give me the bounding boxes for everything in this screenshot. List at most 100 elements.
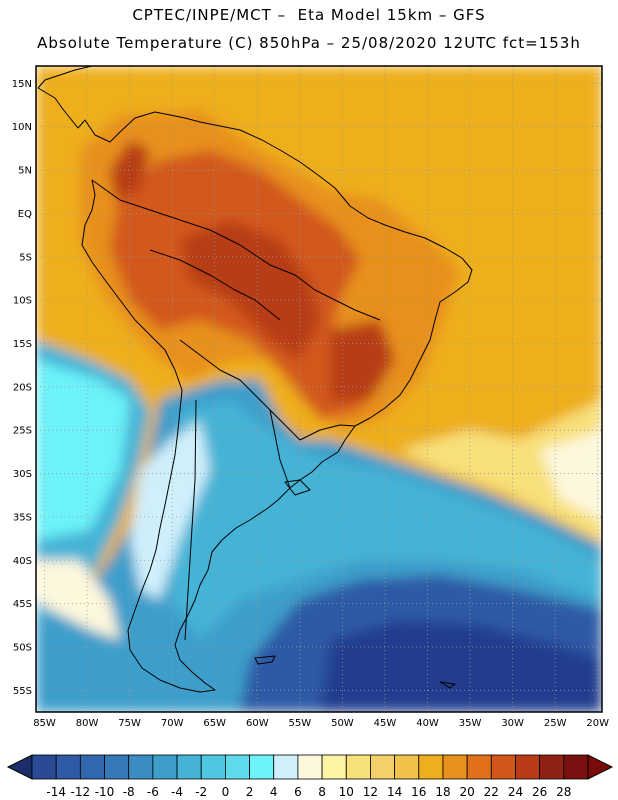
colorbar-swatch	[55, 754, 81, 780]
colorbar-tick-label: -4	[171, 785, 183, 799]
colorbar-swatch	[466, 754, 492, 780]
latitude-tick-label: 15S	[13, 339, 32, 350]
latitude-tick-label: 10S	[13, 296, 32, 307]
cream-zone-pacific	[36, 560, 120, 640]
colorbar-right-arrow	[587, 754, 614, 780]
colorbar-swatch	[345, 754, 371, 780]
latitude-tick-label: 40S	[13, 556, 32, 567]
colorbar-swatch	[418, 754, 444, 780]
title-line-1: CPTEC/INPE/MCT – Eta Model 15km – GFS	[132, 6, 486, 24]
colorbar-swatch	[249, 754, 275, 780]
colorbar-swatch	[31, 754, 57, 780]
colorbar-swatch	[490, 754, 516, 780]
colorbar-swatch	[273, 754, 299, 780]
country-border	[299, 424, 356, 441]
latitude-tick-label: 55S	[13, 686, 32, 697]
longitude-tick-label: 35W	[459, 718, 482, 729]
longitude-tick-label: 45W	[374, 718, 397, 729]
latitude-tick-label: 30S	[13, 469, 32, 480]
colorbar-tick-label: 20	[459, 785, 474, 799]
colorbar-tick-label: -12	[71, 785, 91, 799]
colorbar-tick-label: -8	[123, 785, 135, 799]
longitude-tick-label: 70W	[161, 718, 184, 729]
country-border	[149, 249, 281, 321]
colorbar-tick-label: 16	[411, 785, 426, 799]
colorbar-swatch	[200, 754, 226, 780]
colorbar-tick-label: 28	[556, 785, 571, 799]
colorbar-tick-label: 4	[270, 785, 278, 799]
longitude-tick-label: 50W	[331, 718, 354, 729]
longitude-tick-label: 75W	[118, 718, 141, 729]
colorbar-swatch	[515, 754, 541, 780]
colorbar-tick-label: 12	[363, 785, 378, 799]
latitude-tick-label: 20S	[13, 382, 32, 393]
colorbar-tick-label: 10	[339, 785, 354, 799]
latitude-tick-label: 10N	[12, 122, 32, 133]
colorbar-tick-label: 2	[246, 785, 254, 799]
longitude-tick-labels: 85W 80W 75W 70W 65W 60W 55W 50W 45W 40W 35W 30W 25W 2…	[33, 718, 609, 729]
colorbar-swatch	[297, 754, 323, 780]
colorbar-tick-label: -10	[95, 785, 115, 799]
latitude-tick-label: 35S	[13, 512, 32, 523]
colorbar-swatch	[321, 754, 347, 780]
lake-outline	[284, 479, 311, 496]
colorbar-swatch	[539, 754, 565, 780]
latitude-tick-labels: 15N 10N 5N EQ 5S 10S 15S 20S 25S 30S 35S 40S 45S 50S 5…	[12, 79, 32, 697]
longitude-tick-label: 20W	[586, 718, 609, 729]
colorbar-tick-label: 22	[484, 785, 499, 799]
colorbar-swatch	[394, 754, 420, 780]
temperature-field	[36, 66, 602, 712]
country-border	[91, 179, 381, 321]
country-border	[269, 409, 291, 489]
latitude-tick-label: 5N	[18, 166, 32, 177]
colorbar	[6, 754, 614, 780]
colorbar-tick-label: 6	[294, 785, 302, 799]
colorbar-swatch	[79, 754, 105, 780]
colorbar-tick-label: 26	[532, 785, 547, 799]
cyan-zone-south	[170, 400, 602, 640]
longitude-tick-label: 30W	[501, 718, 524, 729]
coastlines	[37, 66, 473, 693]
colorbar-tick-label: 24	[508, 785, 523, 799]
colorbar-swatch	[104, 754, 130, 780]
longitude-tick-label: 65W	[203, 718, 226, 729]
yellow-zone	[400, 400, 602, 540]
colorbar-swatch	[563, 754, 589, 780]
latitude-tick-label: EQ	[18, 209, 32, 220]
longitude-tick-label: 55W	[289, 718, 312, 729]
longitude-tick-label: 40W	[416, 718, 439, 729]
colorbar-swatch	[370, 754, 396, 780]
colorbar-tick-label: 0	[222, 785, 230, 799]
light-cyan-zone-west	[36, 360, 130, 540]
longitude-tick-label: 80W	[76, 718, 99, 729]
latitude-tick-label: 45S	[13, 599, 32, 610]
colorbar-swatch	[442, 754, 468, 780]
rust-zone-east	[330, 320, 395, 400]
map-frame	[35, 65, 603, 713]
latitude-tick-label: 15N	[12, 79, 32, 90]
colorbar-swatch	[152, 754, 178, 780]
pale-zone-andes	[130, 420, 210, 600]
longitude-tick-label: 60W	[246, 718, 269, 729]
colorbar-labels: -14 -12 -10 -8 -6 -4 -2 0 2 4 6 8 10 12 14 16 18 20 22 24 26…	[46, 785, 571, 799]
deep-blue-zone	[320, 620, 602, 712]
colorbar-tick-label: -14	[46, 785, 66, 799]
country-border	[184, 399, 197, 641]
country-border	[179, 339, 301, 441]
central-america-coast	[37, 66, 93, 89]
colorbar-left-arrow	[6, 754, 33, 780]
latitude-tick-label: 5S	[19, 252, 32, 263]
colorbar-swatch	[128, 754, 154, 780]
colorbar-tick-label: 14	[387, 785, 402, 799]
cream-zone	[540, 430, 602, 520]
colorbar-tick-label: -6	[147, 785, 159, 799]
islands	[254, 655, 456, 689]
latitude-tick-label: 25S	[13, 426, 32, 437]
title-line-2: Absolute Temperature (C) 850hPa – 25/08/…	[37, 34, 581, 52]
colorbar-tick-label: 18	[435, 785, 450, 799]
longitude-tick-label: 85W	[33, 718, 56, 729]
colorbar-swatch	[224, 754, 250, 780]
latitude-tick-label: 50S	[13, 642, 32, 653]
colorbar-tick-label: 8	[318, 785, 326, 799]
